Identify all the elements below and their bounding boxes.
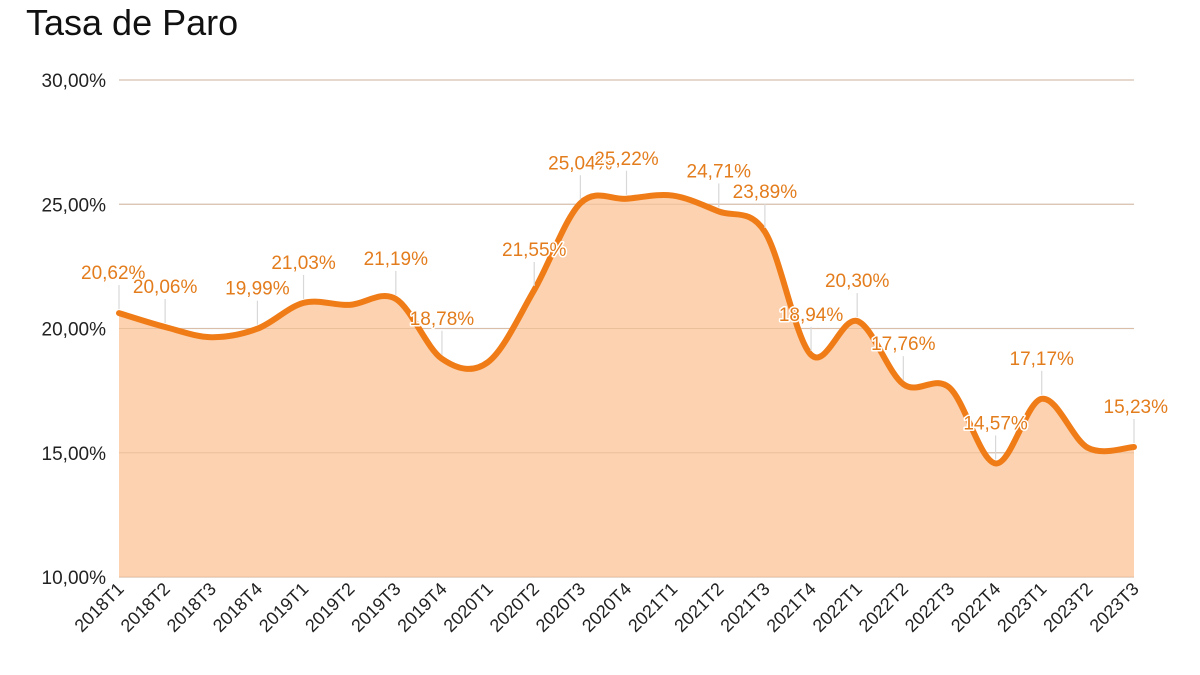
x-tick-label: 2022T4 — [947, 579, 1004, 636]
data-label: 21,55% — [502, 240, 567, 261]
series-line-path — [116, 191, 1137, 467]
x-tick-label: 2023T3 — [1086, 579, 1143, 636]
data-label: 25,04% — [548, 153, 613, 174]
x-tick-label: 2021T1 — [624, 579, 681, 636]
chart-title: Tasa de Paro — [26, 2, 239, 43]
x-tick-label: 2018T4 — [209, 579, 266, 636]
x-tick-label: 2019T1 — [255, 579, 312, 636]
x-tick-label: 2019T4 — [393, 579, 450, 636]
x-tick-label: 2022T2 — [855, 579, 912, 636]
y-axis-ticks: 10,00% 15,00% 20,00% 25,00% 30,00% — [42, 71, 107, 589]
x-tick-label: 2019T2 — [301, 579, 358, 636]
data-label: 14,57% — [963, 413, 1028, 434]
x-tick-label: 2021T2 — [670, 579, 727, 636]
data-label: 21,19% — [364, 249, 429, 270]
x-tick-label: 2021T4 — [763, 579, 820, 636]
x-tick-label: 2022T3 — [901, 579, 958, 636]
data-label: 15,23% — [1104, 397, 1169, 418]
data-label: 17,76% — [871, 334, 936, 355]
x-tick-label: 2019T3 — [347, 579, 404, 636]
area-fill-shape — [119, 194, 1134, 578]
y-tick-label: 15,00% — [42, 444, 107, 465]
series-line — [116, 191, 1137, 467]
data-label: 19,99% — [225, 279, 290, 300]
area-fill — [119, 79, 1134, 578]
data-label: 18,78% — [410, 309, 475, 330]
data-label: 24,71% — [687, 161, 752, 182]
data-labels: 20,62%20,06% 19,99% 21,03% 21,19% 18,78% 21,5… — [80, 147, 1170, 460]
x-tick-label: 2018T3 — [163, 579, 220, 636]
data-label: 21,03% — [271, 253, 336, 274]
x-tick-label: 2021T3 — [716, 579, 773, 636]
x-tick-label: 2023T2 — [1039, 579, 1096, 636]
data-label: 20,06% — [133, 277, 198, 298]
y-tick-label: 25,00% — [42, 195, 107, 216]
data-label: 17,17% — [1010, 349, 1075, 370]
x-tick-label: 2022T1 — [809, 579, 866, 636]
x-tick-label: 2023T1 — [993, 579, 1050, 636]
x-tick-label: 2020T2 — [486, 579, 543, 636]
x-tick-label: 2020T4 — [578, 579, 635, 636]
data-label: 18,94% — [779, 305, 844, 326]
data-label: 25,22% — [594, 149, 659, 170]
x-tick-label: 2018T2 — [117, 579, 174, 636]
data-label: 23,89% — [733, 182, 798, 203]
x-axis-ticks: 2018T12018T22018T32018T42019T12019T22019… — [71, 579, 1143, 636]
y-tick-label: 30,00% — [42, 71, 107, 92]
x-tick-label: 2020T1 — [440, 579, 497, 636]
x-tick-label: 2020T3 — [532, 579, 589, 636]
y-tick-label: 20,00% — [42, 320, 107, 341]
data-label: 20,62% — [81, 263, 146, 284]
y-tick-label: 10,00% — [42, 568, 107, 589]
data-label: 20,30% — [825, 271, 890, 292]
